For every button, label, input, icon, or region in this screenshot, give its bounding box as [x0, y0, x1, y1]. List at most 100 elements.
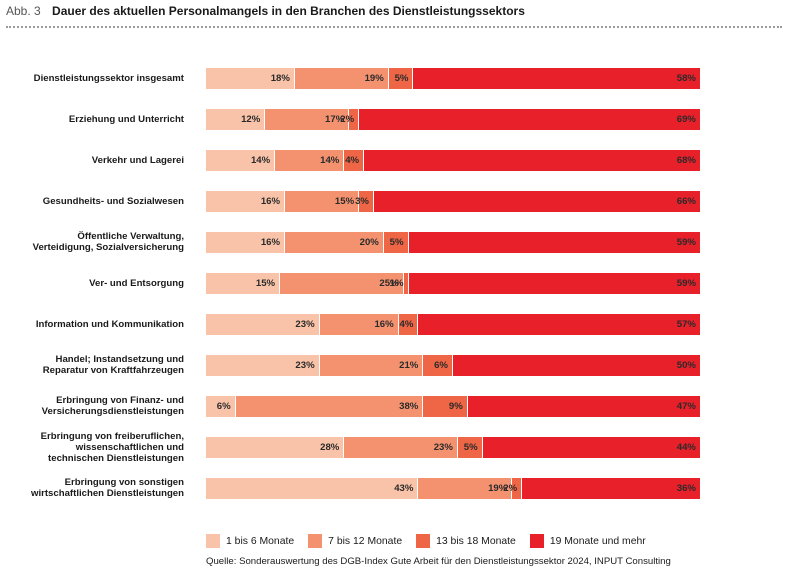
data-label: 9%: [448, 400, 463, 412]
bar-segment: 16%: [206, 190, 286, 212]
bar-segment: 6%: [423, 354, 453, 376]
category-label: Information und Kommunikation: [6, 319, 184, 330]
data-label: 38%: [399, 400, 419, 412]
chart-title: Dauer des aktuellen Personalmangels in d…: [52, 4, 525, 18]
data-label: 59%: [676, 236, 696, 248]
bar-segment: 5%: [457, 436, 483, 458]
bar-segment: 68%: [364, 149, 700, 171]
data-label: 43%: [394, 482, 414, 494]
bar-row: 15% 25% 1% 59%: [206, 272, 700, 294]
data-label: 4%: [399, 318, 414, 330]
data-label: 5%: [389, 236, 404, 248]
bar-row: 23% 21% 6% 50%: [206, 354, 700, 376]
category-label: Dienstleistungssektor insgesamt: [6, 73, 184, 84]
category-label: Erbringung von Finanz- und Versicherungsd…: [6, 395, 184, 417]
legend-item: 19 Monate und mehr: [529, 534, 646, 548]
bar-segment: 21%: [319, 354, 424, 376]
bar-segment: 2%: [340, 108, 360, 130]
bar-segment: 1%: [390, 272, 409, 294]
bar-segment: 2%: [503, 477, 523, 499]
bar-segment: 5%: [388, 67, 414, 89]
data-label: 50%: [676, 359, 696, 371]
data-label: 3%: [355, 195, 369, 207]
data-label: 57%: [676, 318, 696, 330]
data-label: 20%: [359, 236, 379, 248]
bar-segment: 6%: [206, 395, 236, 417]
data-label: 69%: [676, 113, 696, 125]
data-label: 23%: [295, 318, 315, 330]
category-label-line: Verkehr und Lagerei: [91, 154, 184, 166]
bar-segment: 12%: [206, 108, 266, 130]
bar-segment: 59%: [408, 272, 700, 294]
category-label-line: Information und Kommunikation: [35, 318, 184, 330]
bar-segment: 4%: [344, 149, 365, 171]
bar-row: 16% 20% 5% 59%: [206, 231, 700, 253]
bar-segment: 58%: [413, 67, 700, 89]
category-label: Verkehr und Lagerei: [6, 155, 184, 166]
bar-segment: 36%: [522, 477, 700, 499]
category-label: Erbringung von freiberuflichen, wissensch…: [6, 431, 184, 464]
legend-swatch: [529, 534, 544, 548]
bar-segment: 50%: [452, 354, 700, 376]
category-label: Öffentliche Verwaltung, Verteidigung, Soz…: [6, 231, 184, 253]
legend-item: 7 bis 12 Monate: [308, 534, 402, 548]
legend-swatch: [206, 534, 220, 548]
category-label-line: Öffentliche Verwaltung,: [77, 231, 184, 242]
bar-segment: 23%: [206, 354, 320, 376]
data-label: 25%: [379, 277, 399, 289]
data-label: 1%: [389, 277, 404, 289]
bar-segment: 59%: [408, 231, 700, 253]
legend-item: 13 bis 18 Monate: [416, 534, 516, 548]
data-label: 12%: [241, 113, 261, 125]
legend-label: 19 Monate und mehr: [549, 535, 646, 547]
category-label-line: Versicherungsdienstleistungen: [41, 406, 184, 417]
category-label-line: Erbringung von sonstigen: [64, 477, 184, 488]
legend-label: 7 bis 12 Monate: [328, 535, 403, 547]
category-label-line: Ver- und Entsorgung: [89, 277, 184, 289]
data-label: 47%: [676, 400, 696, 412]
category-label-line: Reparatur von Kraftfahrzeugen: [42, 365, 184, 376]
bar-segment: 9%: [423, 395, 468, 417]
data-label: 5%: [394, 72, 409, 84]
data-label: 16%: [260, 195, 281, 207]
bar-segment: 25%: [280, 272, 404, 294]
bar-segment: 66%: [373, 190, 700, 212]
bar-row: 23% 16% 4% 57%: [206, 313, 700, 335]
data-label: 36%: [676, 482, 696, 494]
title-divider: [6, 26, 782, 28]
category-label-line: wirtschaftlichen Dienstleistungen: [31, 488, 184, 499]
bar-segment: 14%: [206, 149, 276, 171]
bar-segment: 23%: [206, 313, 320, 335]
category-label: Erbringung von sonstigen wirtschaftlichen…: [6, 477, 184, 499]
data-label: 66%: [676, 195, 696, 207]
data-label: 14%: [320, 154, 340, 166]
bar-segment: 57%: [418, 313, 700, 335]
data-label: 4%: [345, 154, 360, 166]
bar-segment: 38%: [235, 395, 424, 417]
data-label: 15%: [334, 195, 355, 207]
data-label: 17%: [325, 113, 345, 125]
chart-legend: 1 bis 6 Monate 7 bis 12 Monate 13 bis 18 M…: [206, 534, 660, 548]
bar-segment: 23%: [344, 436, 458, 458]
bar-segment: 20%: [285, 231, 384, 253]
category-label: Handel; Instandsetzung und Reparatur von …: [6, 354, 184, 376]
bar-row: 6% 38% 9% 47%: [206, 395, 700, 417]
data-label: 2%: [340, 113, 355, 125]
bar-segment: 19%: [294, 67, 389, 89]
category-label-line: Gesundheits- und Sozialwesen: [42, 195, 184, 207]
data-label: 6%: [434, 359, 448, 371]
category-label-line: Verteidigung, Sozialversicherung: [32, 242, 184, 253]
data-label: 18%: [270, 72, 290, 84]
bar-segment: 28%: [206, 436, 345, 458]
legend-swatch: [416, 534, 431, 548]
data-label: 6%: [216, 400, 231, 412]
data-label: 5%: [463, 441, 478, 453]
bar-row: 28% 23% 5% 44%: [206, 436, 700, 458]
data-label: 23%: [433, 441, 453, 453]
data-label: 23%: [295, 359, 315, 371]
data-label: 16%: [260, 236, 281, 248]
data-label: 59%: [676, 277, 696, 289]
data-label: 58%: [676, 72, 696, 84]
category-label: Ver- und Entsorgung: [6, 278, 184, 289]
category-label-line: Erbringung von freiberuflichen,: [40, 430, 184, 442]
